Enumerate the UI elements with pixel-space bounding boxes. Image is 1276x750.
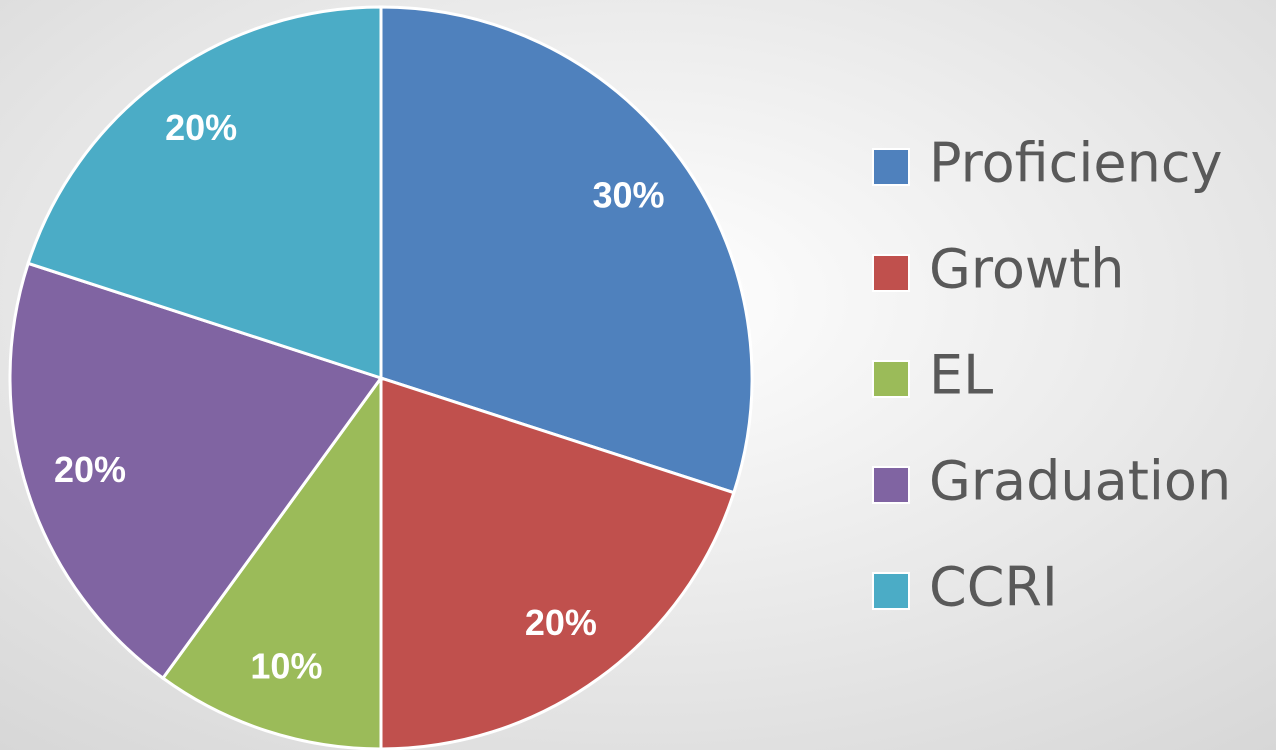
legend-swatch [872, 572, 910, 610]
legend-label: Growth [929, 238, 1124, 301]
value-label: 20% [165, 107, 237, 148]
value-label: 20% [525, 602, 597, 643]
pie-slice [8, 261, 384, 681]
legend-swatch [872, 466, 910, 504]
pie-slice [379, 5, 754, 495]
value-label: 30% [593, 175, 665, 216]
legend-label: Proficiency [929, 132, 1222, 195]
legend-swatch [872, 360, 910, 398]
legend-label: EL [929, 344, 993, 407]
pie-slice [26, 5, 383, 381]
pie-slice [379, 375, 736, 750]
value-label: 20% [54, 449, 126, 490]
pie-slice [160, 373, 383, 750]
legend-label: Graduation [929, 450, 1231, 513]
legend-label: CCRI [929, 556, 1058, 619]
value-label: 10% [250, 646, 322, 687]
legend-swatch [872, 148, 910, 186]
legend-swatch [872, 254, 910, 292]
